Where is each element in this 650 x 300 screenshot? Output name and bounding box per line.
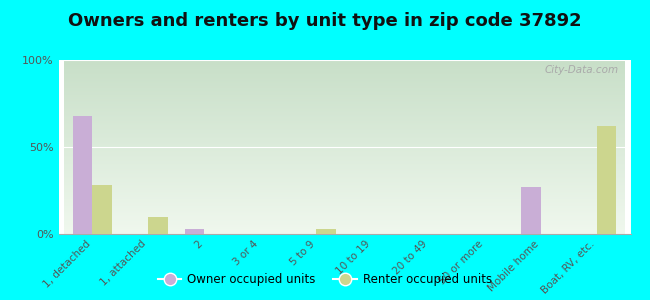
Text: Owners and renters by unit type in zip code 37892: Owners and renters by unit type in zip c…	[68, 12, 582, 30]
Bar	[597, 126, 616, 234]
Bar	[92, 185, 112, 234]
Bar	[148, 217, 168, 234]
Bar	[73, 116, 92, 234]
Bar	[521, 187, 541, 234]
Bar	[185, 229, 204, 234]
Legend: Owner occupied units, Renter occupied units: Owner occupied units, Renter occupied un…	[153, 269, 497, 291]
Bar	[317, 229, 336, 234]
Text: City-Data.com: City-Data.com	[545, 65, 619, 75]
